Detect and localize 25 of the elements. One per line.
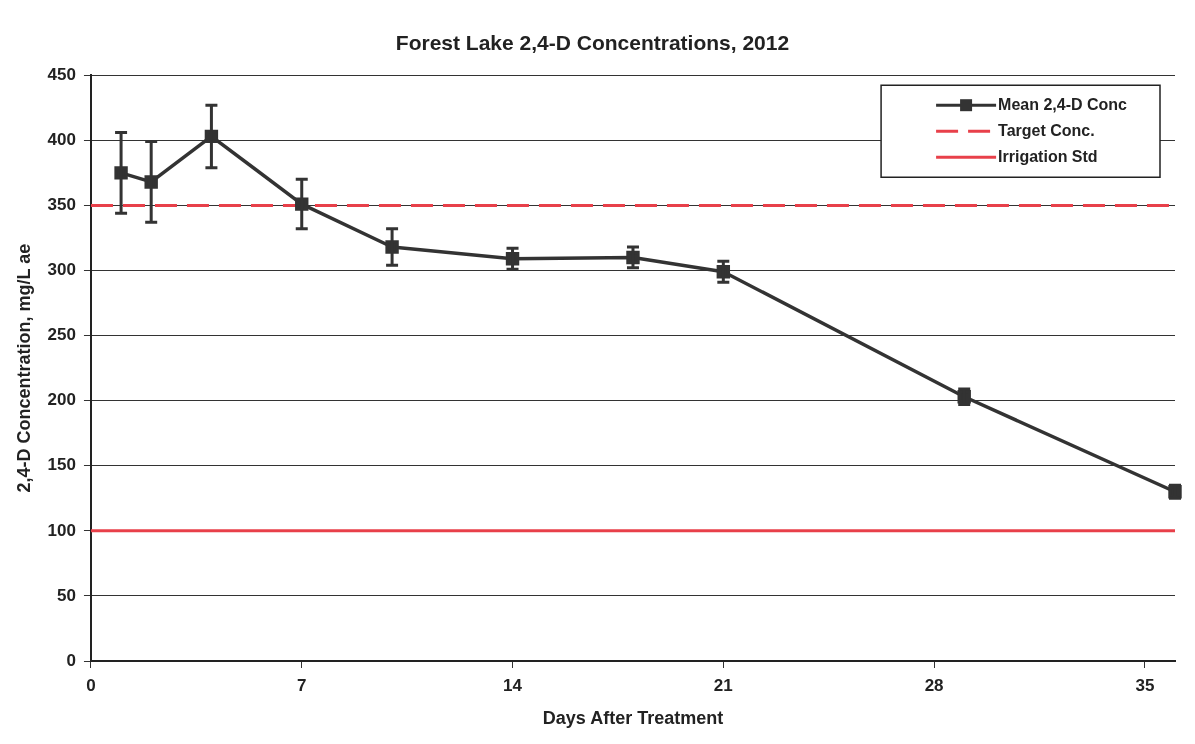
- y-tick-label: 50: [57, 585, 76, 605]
- legend-label: Irrigation Std: [998, 147, 1098, 165]
- x-axis-title: Days After Treatment: [542, 708, 724, 729]
- legend-label: Target Conc.: [998, 121, 1095, 139]
- y-tick-label: 100: [47, 520, 76, 540]
- y-tick-label: 200: [47, 390, 76, 410]
- x-tick-label: 0: [86, 675, 96, 695]
- y-tick-label: 0: [66, 650, 76, 670]
- x-tick-label: 14: [503, 675, 523, 695]
- point: [114, 166, 128, 180]
- point: [385, 240, 399, 254]
- y-tick-label: 250: [47, 325, 76, 345]
- x-tick-label: 28: [924, 675, 944, 695]
- point: [144, 175, 158, 189]
- y-axis-title: 2,4-D Concentration, mg/L ae: [13, 243, 34, 493]
- y-tick-label: 450: [47, 64, 76, 84]
- y-tick-label: 400: [47, 129, 76, 149]
- x-tick-label: 21: [713, 675, 733, 695]
- x-tick-label: 7: [297, 675, 307, 695]
- x-tick-label: 35: [1135, 675, 1155, 695]
- y-tick-label: 300: [47, 260, 76, 280]
- legend-label: Mean 2,4-D Conc: [998, 95, 1128, 113]
- chart-title: Forest Lake 2,4-D Concentrations, 2012: [395, 31, 790, 55]
- y-tick-label: 150: [47, 455, 76, 475]
- y-tick-label: 350: [47, 195, 76, 215]
